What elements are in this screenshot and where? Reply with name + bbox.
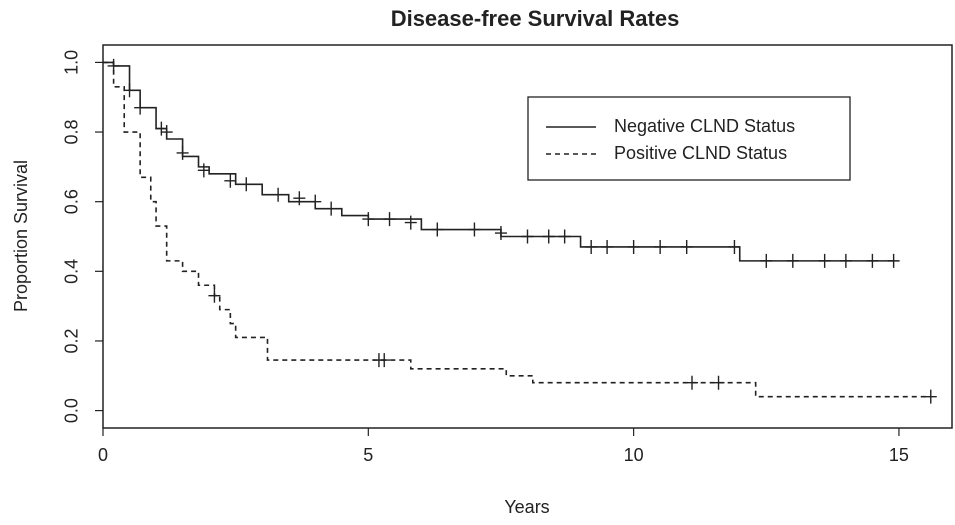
censor-mark xyxy=(197,163,210,178)
censor-mark xyxy=(378,353,391,368)
censor-mark xyxy=(404,215,417,230)
censor-mark xyxy=(160,125,173,140)
censor-mark xyxy=(208,288,221,303)
legend-box xyxy=(527,96,851,181)
censor-mark xyxy=(712,375,725,390)
y-tick-label: 0.2 xyxy=(62,328,82,353)
y-tick-label: 0.0 xyxy=(62,398,82,423)
censor-mark xyxy=(627,239,640,254)
censor-mark xyxy=(680,239,693,254)
x-tick-label: 0 xyxy=(98,445,108,465)
censor-mark xyxy=(786,253,799,268)
legend-label: Negative CLND Status xyxy=(614,116,795,136)
y-axis-label: Proportion Survival xyxy=(11,160,31,312)
censor-mark xyxy=(224,173,237,188)
censor-mark xyxy=(839,253,852,268)
censor-mark xyxy=(818,253,831,268)
censor-mark xyxy=(309,194,322,209)
censor-mark xyxy=(887,253,900,268)
censor-mark xyxy=(542,229,555,244)
y-tick-label: 0.6 xyxy=(62,189,82,214)
legend-label: Positive CLND Status xyxy=(614,143,787,163)
censor-mark xyxy=(293,191,306,206)
censor-mark xyxy=(468,222,481,237)
censor-mark xyxy=(521,229,534,244)
censor-mark xyxy=(272,187,285,202)
y-tick-label: 0.8 xyxy=(62,120,82,145)
y-tick-label: 1.0 xyxy=(62,50,82,75)
censor-mark xyxy=(362,212,375,227)
censor-mark xyxy=(494,226,507,241)
censor-mark xyxy=(240,177,253,192)
censor-mark xyxy=(123,83,136,98)
censor-mark xyxy=(176,145,189,160)
x-tick-label: 15 xyxy=(889,445,909,465)
chart-title: Disease-free Survival Rates xyxy=(391,6,680,31)
y-tick-label: 0.4 xyxy=(62,259,82,284)
censor-mark xyxy=(866,253,879,268)
censor-mark xyxy=(924,389,937,404)
censor-mark xyxy=(558,229,571,244)
x-tick-label: 5 xyxy=(363,445,373,465)
censor-mark xyxy=(134,100,147,115)
x-tick-label: 10 xyxy=(624,445,644,465)
censor-mark xyxy=(685,375,698,390)
censor-mark xyxy=(728,239,741,254)
censor-mark xyxy=(325,201,338,216)
censor-mark xyxy=(383,212,396,227)
censor-mark xyxy=(155,121,168,136)
censor-mark xyxy=(585,239,598,254)
censor-mark xyxy=(431,222,444,237)
plot-frame xyxy=(102,44,953,429)
censor-mark xyxy=(760,253,773,268)
x-axis-label: Years xyxy=(504,497,549,517)
censor-mark xyxy=(654,239,667,254)
censor-mark xyxy=(601,239,614,254)
survival-curve xyxy=(103,61,931,398)
